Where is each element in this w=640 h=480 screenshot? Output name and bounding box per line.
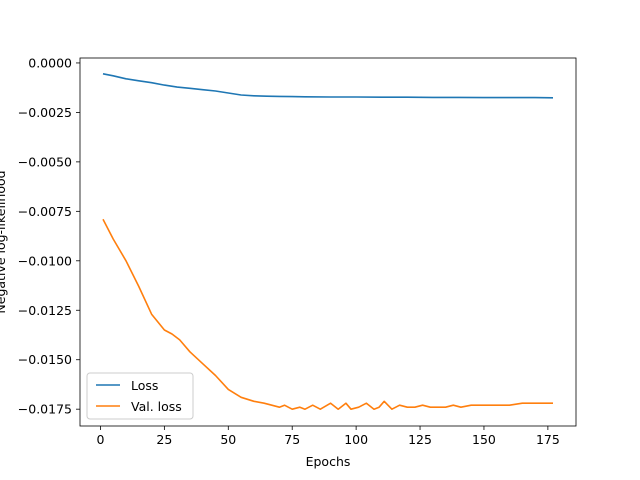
legend-label-loss: Loss bbox=[131, 378, 158, 393]
y-tick-label: −0.0175 bbox=[18, 402, 72, 417]
x-axis-label: Epochs bbox=[306, 454, 351, 469]
series-line-val-loss bbox=[102, 218, 553, 411]
plot-frame bbox=[79, 57, 577, 427]
y-tick-label: 0.0000 bbox=[28, 55, 72, 70]
x-axis-ticks: 0 25 50 75 100 125 150 175 bbox=[96, 426, 560, 447]
x-tick-label: 175 bbox=[536, 432, 560, 447]
y-tick-label: −0.0075 bbox=[18, 204, 72, 219]
y-tick-label: −0.0025 bbox=[18, 105, 72, 120]
series-layer bbox=[102, 73, 554, 411]
legend-label-val-loss: Val. loss bbox=[131, 399, 182, 414]
y-axis-ticks: 0.0000 −0.0025 −0.0050 −0.0075 −0.0100 −0.012… bbox=[18, 55, 80, 417]
y-tick-label: −0.0100 bbox=[18, 253, 72, 268]
y-tick-label: −0.0150 bbox=[18, 352, 72, 367]
y-tick-label: −0.0050 bbox=[18, 154, 72, 169]
x-tick-label: 125 bbox=[408, 432, 432, 447]
x-tick-label: 100 bbox=[344, 432, 368, 447]
x-tick-label: 75 bbox=[284, 432, 300, 447]
x-tick-label: 0 bbox=[96, 432, 104, 447]
x-tick-label: 50 bbox=[220, 432, 236, 447]
y-tick-label: −0.0125 bbox=[18, 303, 72, 318]
y-axis-label: Negative log-likelihood bbox=[0, 170, 8, 313]
series-line-loss bbox=[102, 73, 554, 99]
legend: Loss Val. loss bbox=[86, 372, 194, 420]
x-tick-label: 25 bbox=[156, 432, 172, 447]
plot-area bbox=[80, 58, 576, 426]
x-tick-label: 150 bbox=[472, 432, 496, 447]
